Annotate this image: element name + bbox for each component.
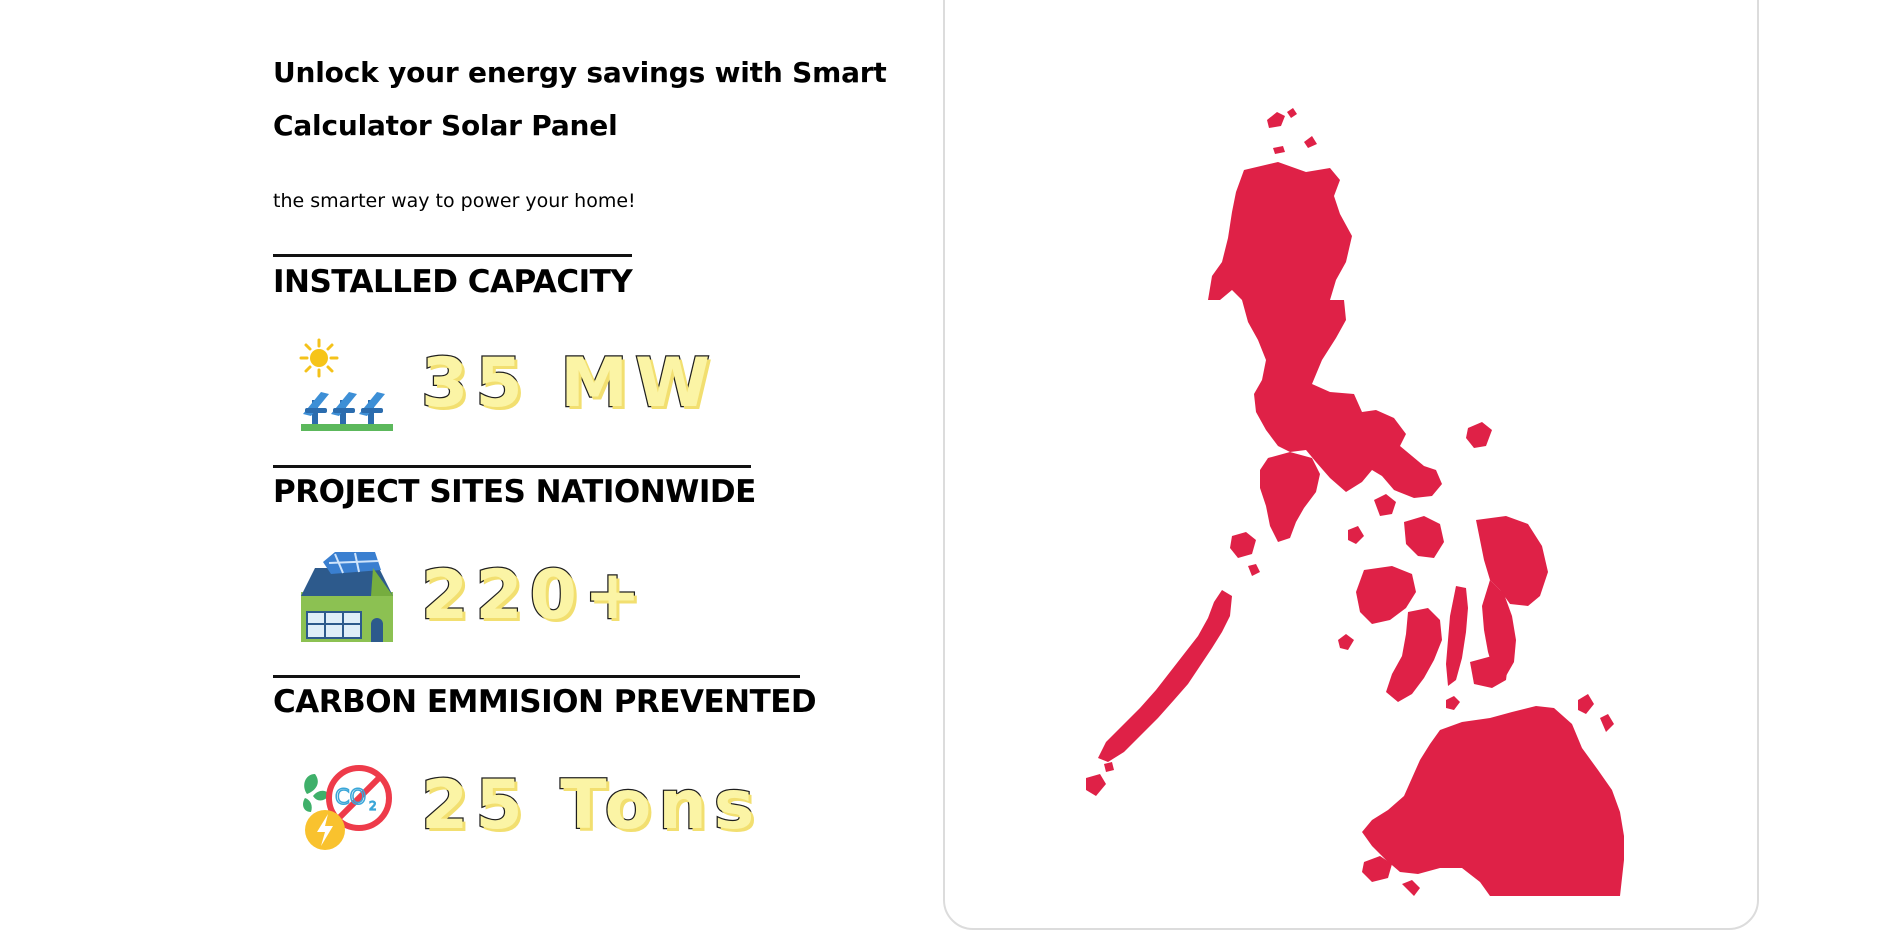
stat-value-project-sites: 220+ <box>420 555 648 637</box>
solar-house-icon <box>299 548 395 644</box>
page-tagline: the smarter way to power your home! <box>273 190 636 212</box>
philippines-map <box>1086 108 1624 896</box>
stat-value-installed-capacity: 35 MW <box>420 343 717 425</box>
stat-title-carbon-emission: CARBON EMMISION PREVENTED <box>273 684 817 720</box>
stat-divider <box>273 465 751 468</box>
stat-title-installed-capacity: INSTALLED CAPACITY <box>273 264 633 300</box>
stat-divider <box>273 254 632 257</box>
svg-text:2: 2 <box>369 799 377 813</box>
stat-divider <box>273 675 800 678</box>
svg-text:CO: CO <box>335 785 366 809</box>
stat-title-project-sites: PROJECT SITES NATIONWIDE <box>273 474 756 510</box>
stat-value-carbon-emission: 25 Tons <box>420 765 762 847</box>
page-headline: Unlock your energy savings with Smart Ca… <box>273 56 887 142</box>
no-co2-icon: CO 2 <box>299 760 395 856</box>
solar-farm-icon <box>299 338 395 434</box>
